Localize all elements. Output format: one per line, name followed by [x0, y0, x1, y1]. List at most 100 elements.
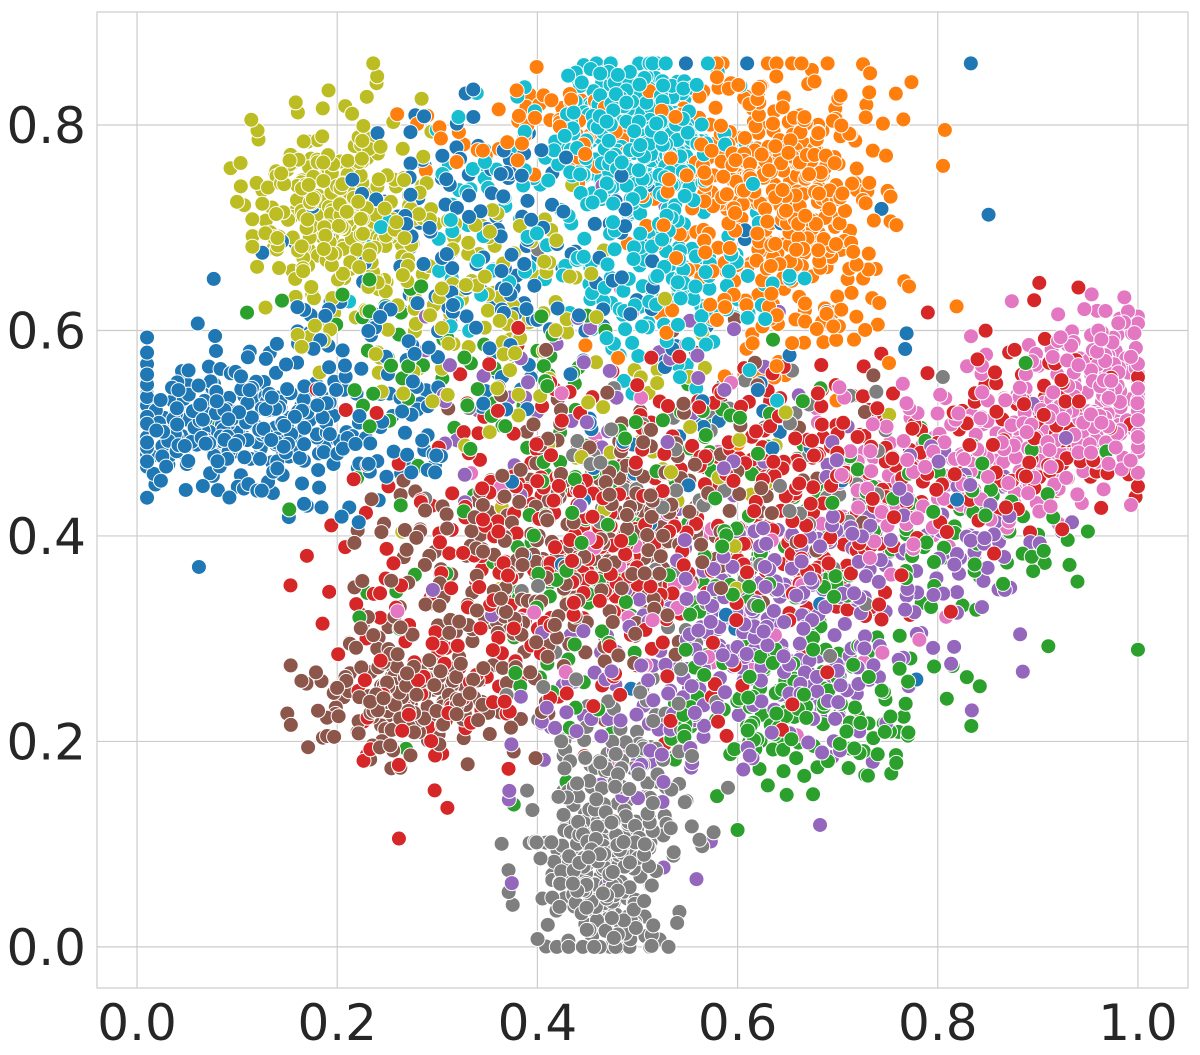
scatter-point-series-0	[403, 156, 418, 171]
scatter-point-series-1	[866, 213, 881, 228]
scatter-point-series-0	[740, 56, 755, 71]
scatter-point-series-0	[517, 256, 532, 271]
scatter-point-series-9	[618, 322, 633, 337]
scatter-point-series-5	[330, 680, 345, 695]
scatter-point-series-1	[809, 322, 824, 337]
scatter-point-series-2	[874, 683, 889, 698]
scatter-point-series-3	[299, 548, 314, 563]
scatter-point-series-1	[888, 86, 903, 101]
scatter-point-series-2	[975, 456, 990, 471]
scatter-point-series-0	[242, 383, 257, 398]
scatter-point-series-0	[981, 207, 996, 222]
scatter-point-series-1	[822, 201, 837, 216]
scatter-point-series-4	[718, 685, 733, 700]
scatter-point-series-4	[813, 539, 828, 554]
scatter-point-series-2	[742, 579, 757, 594]
scatter-point-series-4	[883, 532, 898, 547]
scatter-point-series-6	[1130, 381, 1145, 396]
scatter-point-series-5	[390, 647, 405, 662]
scatter-point-series-0	[311, 463, 326, 478]
scatter-point-series-2	[806, 787, 821, 802]
scatter-point-series-3	[322, 584, 337, 599]
scatter-point-series-1	[834, 302, 849, 317]
scatter-point-series-4	[926, 640, 941, 655]
scatter-point-series-7	[720, 780, 735, 795]
scatter-point-series-2	[972, 679, 987, 694]
scatter-point-series-4	[833, 678, 848, 693]
scatter-point-series-3	[814, 358, 829, 373]
scatter-point-series-6	[910, 511, 925, 526]
scatter-point-series-5	[453, 656, 468, 671]
scatter-point-series-1	[846, 244, 861, 259]
scatter-point-series-5	[513, 462, 528, 477]
scatter-point-series-5	[722, 503, 737, 518]
scatter-point-series-2	[727, 742, 742, 757]
scatter-point-series-0	[899, 326, 914, 341]
scatter-point-series-4	[689, 872, 704, 887]
scatter-point-series-3	[432, 535, 447, 550]
scatter-point-series-1	[844, 285, 859, 300]
scatter-point-series-0	[335, 343, 350, 358]
scatter-point-series-0	[563, 367, 578, 382]
scatter-point-series-4	[726, 322, 741, 337]
scatter-point-series-7	[570, 776, 585, 791]
scatter-point-series-3	[943, 604, 958, 619]
scatter-point-series-2	[730, 822, 745, 837]
scatter-point-series-2	[526, 528, 541, 543]
scatter-point-series-0	[395, 404, 410, 419]
scatter-point-series-3	[855, 389, 870, 404]
scatter-point-series-9	[574, 75, 589, 90]
scatter-point-series-1	[768, 139, 783, 154]
scatter-point-series-1	[902, 279, 917, 294]
scatter-point-series-0	[403, 187, 418, 202]
scatter-point-series-8	[352, 260, 367, 275]
scatter-point-series-8	[537, 254, 552, 269]
scatter-point-series-0	[363, 436, 378, 451]
scatter-point-series-3	[475, 512, 490, 527]
scatter-point-series-1	[578, 147, 593, 162]
scatter-point-series-3	[1037, 331, 1052, 346]
scatter-point-series-0	[140, 345, 155, 360]
scatter-point-series-0	[169, 401, 184, 416]
scatter-point-series-1	[750, 226, 765, 241]
scatter-point-series-8	[414, 91, 429, 106]
scatter-point-series-4	[634, 658, 649, 673]
scatter-point-series-7	[530, 932, 545, 947]
scatter-point-series-6	[875, 645, 890, 660]
scatter-point-series-5	[528, 751, 543, 766]
scatter-point-series-0	[195, 412, 210, 427]
scatter-point-series-1	[811, 186, 826, 201]
scatter-point-series-0	[222, 490, 237, 505]
scatter-point-series-0	[898, 342, 913, 357]
scatter-point-series-1	[768, 236, 783, 251]
scatter-point-series-5	[311, 703, 326, 718]
scatter-point-series-8	[244, 112, 259, 127]
scatter-point-series-5	[460, 757, 475, 772]
scatter-point-series-3	[427, 783, 442, 798]
scatter-point-series-6	[933, 387, 948, 402]
scatter-point-series-8	[441, 336, 456, 351]
scatter-point-series-3	[970, 352, 985, 367]
scatter-point-series-2	[508, 666, 523, 681]
scatter-point-series-8	[650, 376, 665, 391]
scatter-point-series-0	[269, 336, 284, 351]
scatter-point-series-3	[472, 579, 487, 594]
scatter-point-series-5	[540, 649, 555, 664]
scatter-point-series-7	[589, 792, 604, 807]
scatter-point-series-5	[366, 628, 381, 643]
scatter-point-series-0	[403, 125, 418, 140]
scatter-point-series-9	[625, 335, 640, 350]
scatter-point-series-2	[274, 293, 289, 308]
scatter-point-series-0	[181, 363, 196, 378]
scatter-point-series-4	[504, 737, 519, 752]
scatter-point-series-3	[1022, 455, 1037, 470]
scatter-point-series-1	[896, 112, 911, 127]
scatter-point-series-3	[660, 399, 675, 414]
scatter-point-series-7	[552, 899, 567, 914]
scatter-point-series-1	[775, 100, 790, 115]
scatter-point-series-2	[540, 379, 555, 394]
scatter-point-series-8	[315, 129, 330, 144]
scatter-point-series-4	[425, 582, 440, 597]
scatter-point-series-2	[1062, 557, 1077, 572]
